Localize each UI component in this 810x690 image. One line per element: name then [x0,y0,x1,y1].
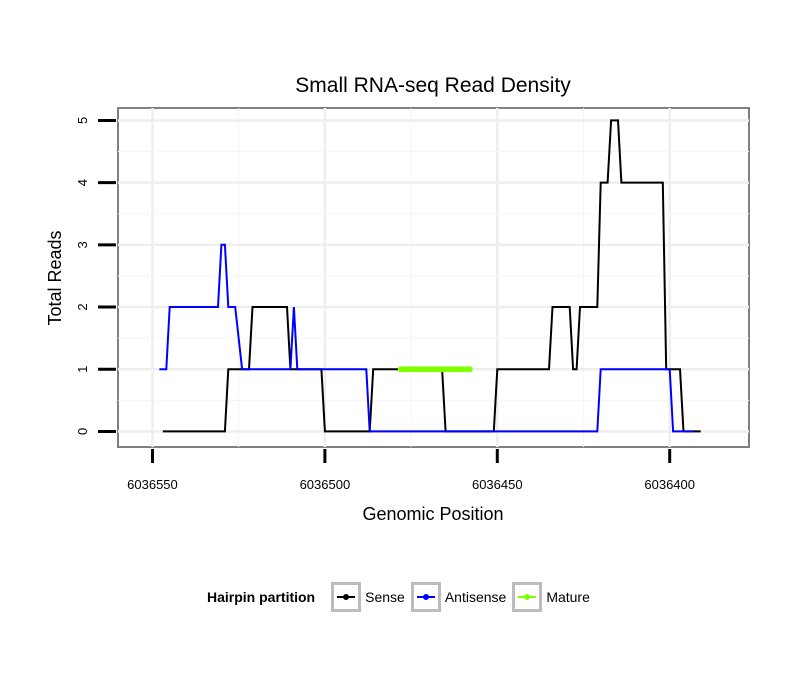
legend-key-mature [512,582,543,612]
series-line-antisense [159,243,694,433]
x-tick-label: 6036450 [472,477,523,492]
legend-label-mature: Mature [546,589,590,605]
legend-key-antisense [410,582,441,612]
series-layer [159,119,701,433]
chart-title: Small RNA-seq Read Density [295,74,571,97]
axis-layer: 6036550 6036500 6036450 6036400 0 1 2 3 4 5 [75,117,695,492]
legend-label-sense: Sense [365,589,405,605]
legend-label-antisense: Antisense [444,589,507,605]
y-tick-label: 2 [75,303,90,310]
x-tick-label: 6036500 [300,477,351,492]
legend-title: Hairpin partition [207,589,316,605]
series-line-sense [162,119,701,433]
plot-panel [117,107,750,448]
y-tick-label: 0 [75,428,90,435]
y-tick-label: 4 [75,179,90,186]
y-tick-label: 3 [75,241,90,248]
y-axis-label: Total Reads [45,230,65,325]
mature-point [466,366,473,373]
legend-item-mature: Mature [512,582,590,612]
y-tick-label: 5 [75,117,90,124]
legend: Hairpin partition Sense Antisense Mature [207,580,596,614]
legend-item-sense: Sense [331,582,405,612]
legend-key-sense [331,582,362,612]
legend-item-antisense: Antisense [410,582,507,612]
x-tick-label: 6036550 [127,477,178,492]
x-tick-label: 6036400 [644,477,695,492]
x-axis-label: Genomic Position [362,504,503,524]
y-tick-label: 1 [75,366,90,373]
